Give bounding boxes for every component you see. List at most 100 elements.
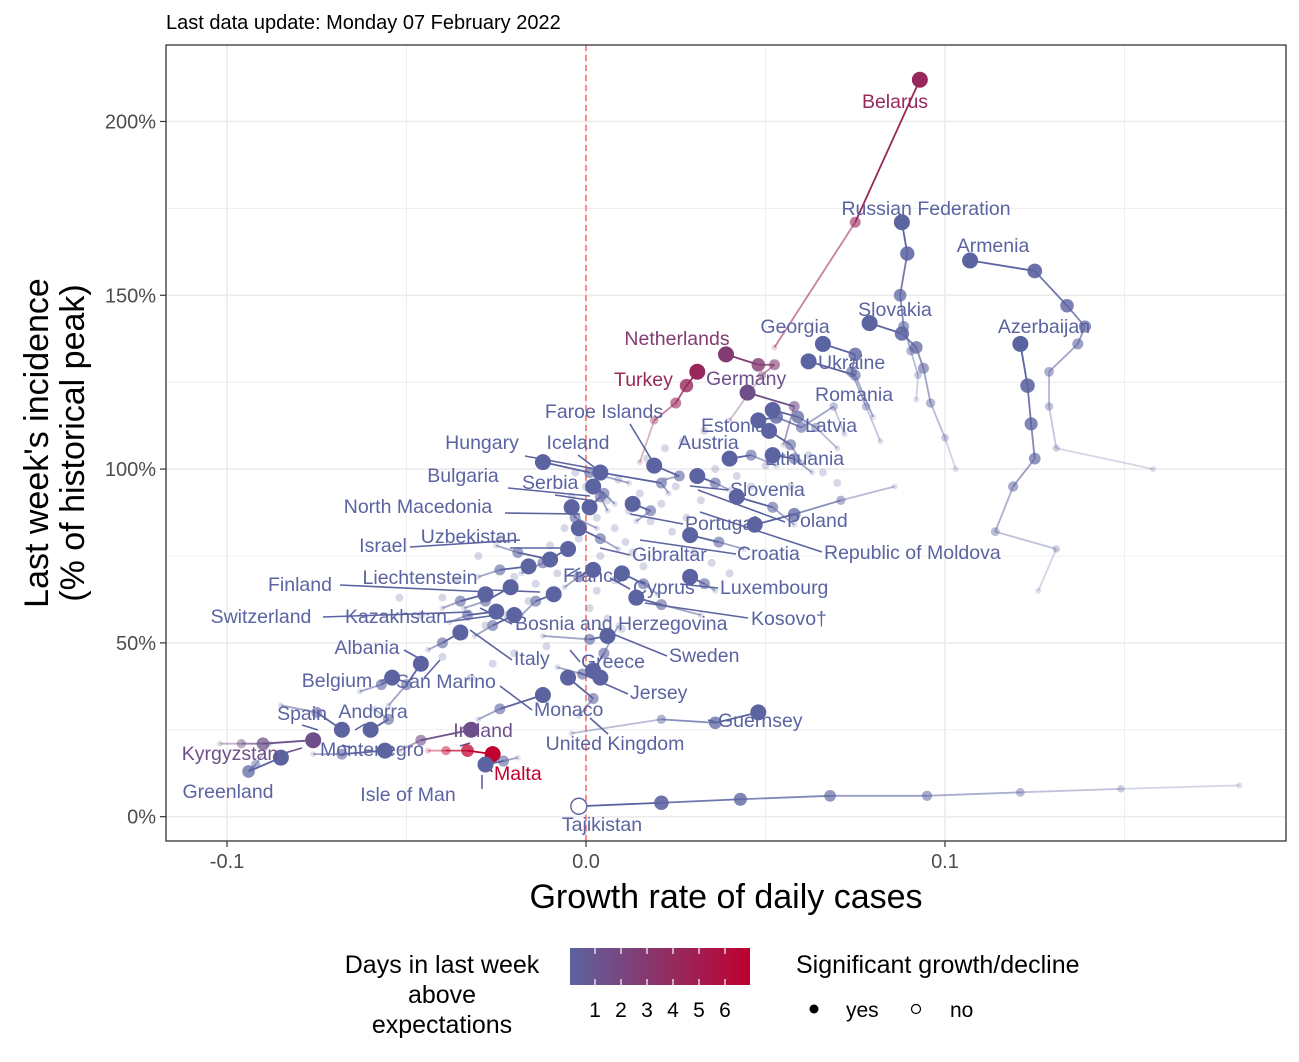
tajikistan-label: Tajikistan xyxy=(562,814,642,836)
bosnia-and-herzegovina-point xyxy=(530,595,542,607)
tajikistan-trajectory-segment xyxy=(1020,787,1121,794)
gibraltar-label: Gibraltar xyxy=(632,544,707,566)
background-point xyxy=(689,548,698,557)
georgia-trajectory-segment xyxy=(865,406,882,442)
netherlands-point xyxy=(718,346,734,363)
portugal-label: Portugal xyxy=(685,513,758,535)
greenland-point xyxy=(242,765,255,778)
azerbaijan-point xyxy=(1052,545,1060,553)
kyrgyzstan-point xyxy=(216,740,223,747)
france-label: France xyxy=(563,565,624,587)
isle-of-man-point xyxy=(477,756,494,773)
luxembourg-point xyxy=(698,578,710,590)
latvia-point xyxy=(811,422,821,433)
guernsey-point xyxy=(656,714,667,725)
finland-label: Finland xyxy=(268,574,332,596)
azerbaijan-point xyxy=(1008,481,1019,492)
monaco-label: Monaco xyxy=(534,699,604,721)
tajikistan-point xyxy=(1236,782,1243,789)
italy-point xyxy=(506,607,523,624)
hungary-label: Hungary xyxy=(445,432,519,454)
greenland-label: Greenland xyxy=(182,781,273,803)
romania-trajectory-segment xyxy=(800,405,835,429)
background-point xyxy=(700,426,709,435)
greece-leader-line xyxy=(569,649,581,663)
guernsey-point xyxy=(708,716,722,730)
iceland-label: Iceland xyxy=(547,432,610,454)
y-tick-label: 100% xyxy=(105,459,156,481)
azerbaijan-point xyxy=(990,527,1000,537)
republic-of-moldova-label: Republic of Moldova xyxy=(824,542,1001,564)
israel-label: Israel xyxy=(359,535,407,557)
san-marino-leader-line xyxy=(423,659,441,679)
belarus-point xyxy=(771,344,778,351)
chart-subtitle: Last data update: Monday 07 February 202… xyxy=(166,12,561,34)
armenia-trajectory-segment xyxy=(1048,343,1079,373)
slovakia-point xyxy=(952,466,959,473)
kazakhstan-point xyxy=(462,609,474,621)
switzerland-point xyxy=(454,595,466,607)
liechtenstein-point xyxy=(475,573,482,580)
kazakhstan-point xyxy=(446,619,453,626)
luxembourg-label: Luxembourg xyxy=(720,577,828,599)
y-axis-ticks: 0% 50% 100% 150% 200% xyxy=(105,111,166,829)
ukraine-label: Ukraine xyxy=(818,352,885,374)
y-tick-label: 50% xyxy=(116,633,156,655)
tajikistan-trajectory-segment xyxy=(661,798,741,804)
lithuania-point xyxy=(809,469,816,476)
latvia-trajectory-segment xyxy=(815,426,838,449)
color-legend-bar xyxy=(570,948,750,985)
malta-point xyxy=(461,744,474,757)
georgia-point xyxy=(877,438,884,445)
ireland-point xyxy=(396,747,403,754)
guernsey-label: Guernsey xyxy=(718,710,803,732)
germany-point xyxy=(788,401,800,413)
bulgaria-label: Bulgaria xyxy=(427,465,499,487)
greenland-point xyxy=(272,749,289,766)
germany-trajectory-segment xyxy=(747,391,795,408)
background-point xyxy=(438,593,447,602)
malta-point xyxy=(425,747,432,754)
georgia-label: Georgia xyxy=(760,316,830,338)
background-point xyxy=(603,614,612,623)
armenia-trajectory-segment xyxy=(1034,270,1068,307)
cyprus-point xyxy=(613,565,630,582)
color-legend-title-line1: Days in last week xyxy=(345,951,540,979)
background-point xyxy=(668,527,677,536)
ireland-point xyxy=(463,721,480,738)
russian-federation-trajectory-segment xyxy=(910,350,919,376)
background-point xyxy=(711,465,720,474)
united-kingdom-point xyxy=(560,669,577,686)
armenia-point xyxy=(1044,402,1054,411)
shape-legend-no-label: no xyxy=(950,999,973,1022)
germany-label: Germany xyxy=(706,368,786,390)
background-point xyxy=(524,597,533,606)
kyrgyzstan-label: Kyrgyzstan xyxy=(182,743,278,765)
belgium-point xyxy=(375,679,387,691)
background-point xyxy=(467,673,476,682)
y-axis-title-line2: (% of historical peak) xyxy=(54,284,92,601)
background-point xyxy=(553,569,562,578)
france-point xyxy=(573,571,585,583)
ukraine-point xyxy=(870,413,877,420)
tajikistan-point xyxy=(824,789,836,802)
y-tick-label: 0% xyxy=(127,807,156,829)
tajikistan-point xyxy=(1015,787,1025,797)
romania-point xyxy=(750,412,767,429)
united-kingdom-label: United Kingdom xyxy=(546,733,685,755)
shape-legend-yes-label: yes xyxy=(846,999,879,1022)
belarus-point xyxy=(849,216,861,228)
spain-leader-line xyxy=(301,724,319,731)
background-point xyxy=(617,624,626,633)
russian-federation-point xyxy=(893,214,910,231)
montenegro-leader-line xyxy=(341,744,353,749)
poland-label: Poland xyxy=(787,510,848,532)
panel-border xyxy=(165,44,1287,842)
georgia-point xyxy=(814,335,831,352)
israel-leader-line xyxy=(409,539,521,548)
tajikistan-point xyxy=(921,790,933,801)
north-macedonia-point xyxy=(593,525,600,532)
serbia-point xyxy=(581,499,598,516)
gibraltar-point xyxy=(594,533,606,545)
